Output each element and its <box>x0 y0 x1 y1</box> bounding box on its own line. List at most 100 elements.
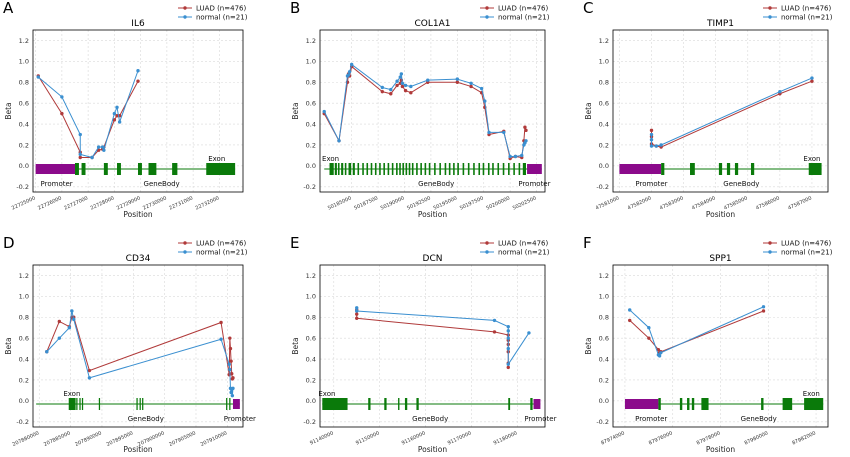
gene-model-label: GeneBody <box>144 180 180 188</box>
x-tick-label: 87980000 <box>744 430 770 446</box>
x-tick-label: 47581000 <box>595 195 621 211</box>
data-point <box>355 309 359 313</box>
data-point <box>389 92 393 96</box>
exon-block <box>379 163 381 176</box>
legend-label: normal (n=21) <box>781 248 833 256</box>
x-tick-label: 47582000 <box>627 195 653 211</box>
data-point <box>657 354 662 358</box>
series-line <box>651 77 813 147</box>
exon-block <box>492 163 494 176</box>
exon-block <box>530 398 533 411</box>
x-tick-label: 50202500 <box>512 195 538 211</box>
y-tick-label: 0.4 <box>599 355 609 363</box>
data-point <box>136 69 140 73</box>
data-point <box>479 86 484 91</box>
data-point <box>349 62 354 67</box>
exon-block <box>362 163 364 176</box>
series-line <box>46 310 234 396</box>
gene-model: Exon GeneBody Promoter <box>36 390 256 423</box>
y-tick-label: 0.2 <box>19 141 29 149</box>
data-point <box>649 132 654 137</box>
legend-marker <box>485 250 489 254</box>
data-point <box>355 312 359 316</box>
y-tick-label: 0.0 <box>19 397 29 405</box>
exon-block <box>387 163 390 176</box>
panel-letter: E <box>290 234 299 252</box>
data-point <box>649 128 654 133</box>
gene-model-label: Promoter <box>518 180 550 188</box>
gene-model-label: GeneBody <box>741 415 777 423</box>
x-tick-label: 50187500 <box>353 195 379 211</box>
y-tick-label: 0.8 <box>19 314 29 322</box>
gene-model: Exon GeneBody Promoter <box>318 390 556 423</box>
data-point <box>399 72 404 76</box>
y-tick-label: 1.0 <box>306 293 316 301</box>
data-point <box>230 371 234 376</box>
y-tick-label: 0.6 <box>599 334 609 342</box>
x-tick-label: 50185000 <box>327 195 353 211</box>
series-normal <box>355 306 531 366</box>
x-axis-label: Position <box>418 445 447 454</box>
exon-block <box>404 398 408 411</box>
data-point <box>136 79 140 83</box>
chart-title: TIMP1 <box>706 19 734 29</box>
data-point <box>67 326 72 330</box>
gene-model-label: Promoter <box>41 180 73 188</box>
data-point <box>649 144 654 148</box>
y-axis-label: Beta <box>584 337 593 354</box>
y-tick-label: 0.8 <box>306 314 316 322</box>
exon-block <box>761 398 764 411</box>
exon-block <box>434 163 436 176</box>
x-tick-label: 22728000 <box>90 195 116 211</box>
legend-marker <box>183 250 187 254</box>
data-point <box>45 350 49 354</box>
exon-block <box>226 398 228 411</box>
exon-block <box>487 163 490 176</box>
y-tick-label: 1.2 <box>599 272 609 280</box>
exon-block <box>497 163 500 176</box>
data-point <box>659 143 663 147</box>
data-point <box>520 153 524 158</box>
exon-block <box>428 163 431 176</box>
plot-frame <box>32 264 244 428</box>
exon-block <box>508 398 511 411</box>
data-point <box>506 365 510 370</box>
series-normal <box>628 305 766 358</box>
gene-model: Promoter GeneBody Exon <box>619 155 822 188</box>
y-tick-label: 0.6 <box>599 99 609 107</box>
exon-block <box>750 163 755 176</box>
y-tick-label: -0.2 <box>596 183 609 191</box>
x-tick-label: 207910000 <box>200 430 228 448</box>
data-point <box>229 359 233 363</box>
data-point <box>403 83 408 88</box>
x-tick-label: 50197500 <box>459 195 485 211</box>
exon-block <box>701 398 709 411</box>
data-point <box>398 75 402 79</box>
exon-block <box>718 163 723 176</box>
x-tick-label: 22725000 <box>11 195 37 211</box>
y-axis-label: Beta <box>584 102 593 119</box>
x-tick-label: 91170000 <box>447 430 473 446</box>
legend: LUAD (n=476)normal (n=21) <box>178 4 248 21</box>
exon-block <box>399 163 401 176</box>
data-point <box>36 75 40 79</box>
exon-block <box>357 163 360 176</box>
y-tick-label: 1.0 <box>599 58 609 66</box>
legend-label: LUAD (n=476) <box>781 239 831 247</box>
exon-block <box>79 398 81 411</box>
series-normal <box>36 69 140 160</box>
gene-model-label: Promoter <box>224 415 256 423</box>
y-tick-label: 1.2 <box>19 272 29 280</box>
gene-model-label: Exon <box>803 390 820 398</box>
exon-block <box>139 398 141 411</box>
y-tick-label: 1.0 <box>19 293 29 301</box>
gene-model-label: GeneBody <box>418 180 454 188</box>
series-line <box>37 75 139 159</box>
panel-f: F SPP1 -0.2 0.0 0.2 0.4 0.6 0.8 1.0 1.2 87974000 87… <box>583 234 833 454</box>
legend-label: LUAD (n=476) <box>781 4 831 12</box>
data-point <box>380 85 385 90</box>
exon-block <box>348 163 352 176</box>
gene-model-label: Exon <box>322 155 339 163</box>
data-point <box>469 84 473 89</box>
